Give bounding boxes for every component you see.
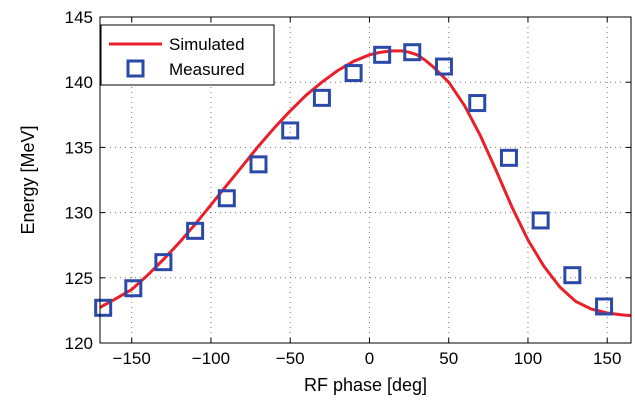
measured-point — [154, 253, 173, 272]
measured-point — [344, 64, 363, 83]
measured-point — [468, 94, 487, 113]
y-axis-label: Energy [MeV] — [18, 125, 38, 234]
measured-point — [124, 279, 143, 298]
legend-measured-label: Measured — [169, 60, 245, 79]
x-tick-label: −50 — [276, 349, 305, 368]
y-tick-labels: 120 125 130 135 140 145 — [65, 8, 93, 353]
measured-point — [373, 45, 392, 64]
x-tick-label: 150 — [593, 349, 621, 368]
x-tick-label: −150 — [113, 349, 151, 368]
y-tick-label: 120 — [65, 334, 93, 353]
x-tick-labels: −150 −100 −50 0 50 100 150 — [113, 349, 622, 368]
legend-simulated-label: Simulated — [169, 35, 245, 54]
measured-point — [249, 155, 268, 174]
plot-frame — [99, 16, 632, 344]
simulated-curve — [100, 49, 631, 318]
measured-point — [531, 211, 550, 230]
measured-point — [281, 121, 300, 140]
measured-point — [217, 189, 236, 208]
x-axis-label: RF phase [deg] — [304, 375, 427, 395]
axis-ticks — [100, 16, 631, 344]
legend: Simulated Measured — [100, 24, 275, 86]
measured-series — [94, 43, 614, 317]
simulated-series — [100, 49, 631, 318]
measured-point — [312, 88, 331, 107]
x-tick-label: 100 — [514, 349, 542, 368]
measured-point — [595, 297, 614, 316]
measured-point — [94, 298, 113, 317]
y-tick-label: 140 — [65, 73, 93, 92]
measured-point — [186, 221, 205, 240]
x-tick-label: −100 — [192, 349, 230, 368]
x-tick-label: 0 — [365, 349, 374, 368]
y-tick-label: 135 — [65, 138, 93, 157]
measured-point — [434, 57, 453, 76]
measured-point — [403, 43, 422, 62]
legend-measured-swatch — [126, 59, 145, 78]
y-tick-label: 125 — [65, 269, 93, 288]
measured-point — [499, 148, 518, 167]
y-tick-label: 145 — [65, 8, 93, 27]
measured-point — [563, 266, 582, 285]
x-tick-label: 50 — [439, 349, 458, 368]
y-tick-label: 130 — [65, 204, 93, 223]
